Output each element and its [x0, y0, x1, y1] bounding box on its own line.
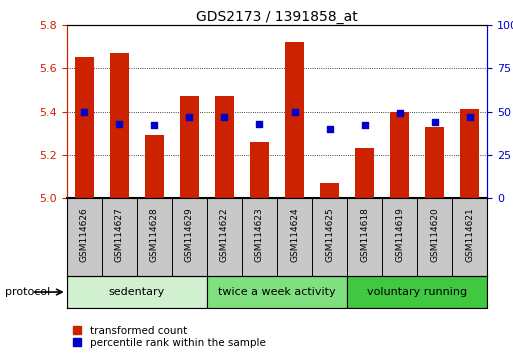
Bar: [250, 142, 269, 198]
Point: [430, 119, 439, 125]
Text: GSM114623: GSM114623: [255, 207, 264, 262]
Bar: [74, 57, 94, 198]
Bar: [215, 96, 234, 198]
Point: [361, 122, 369, 128]
Bar: [390, 112, 409, 198]
Point: [185, 114, 193, 120]
Bar: [355, 148, 374, 198]
Bar: [347, 276, 487, 308]
Bar: [145, 135, 164, 198]
Point: [220, 114, 228, 120]
Point: [466, 114, 474, 120]
Text: GSM114622: GSM114622: [220, 207, 229, 262]
Text: GSM114618: GSM114618: [360, 207, 369, 262]
Legend: transformed count, percentile rank within the sample: transformed count, percentile rank withi…: [72, 325, 267, 349]
Text: GSM114619: GSM114619: [395, 207, 404, 262]
Bar: [320, 183, 339, 198]
Bar: [110, 53, 129, 198]
Bar: [67, 276, 207, 308]
Bar: [207, 276, 347, 308]
Text: GSM114628: GSM114628: [150, 207, 159, 262]
Point: [396, 110, 404, 116]
Text: GSM114625: GSM114625: [325, 207, 334, 262]
Title: GDS2173 / 1391858_at: GDS2173 / 1391858_at: [196, 10, 358, 24]
Point: [325, 126, 333, 132]
Text: protocol: protocol: [5, 287, 50, 297]
Point: [150, 122, 159, 128]
Point: [290, 109, 299, 114]
Text: GSM114621: GSM114621: [465, 207, 475, 262]
Text: GSM114626: GSM114626: [80, 207, 89, 262]
Text: GSM114624: GSM114624: [290, 207, 299, 262]
Point: [115, 121, 123, 126]
Bar: [425, 127, 444, 198]
Bar: [460, 109, 480, 198]
Text: GSM114627: GSM114627: [115, 207, 124, 262]
Bar: [285, 42, 304, 198]
Text: voluntary running: voluntary running: [367, 287, 467, 297]
Point: [80, 109, 88, 114]
Text: GSM114620: GSM114620: [430, 207, 439, 262]
Text: GSM114629: GSM114629: [185, 207, 194, 262]
Text: sedentary: sedentary: [109, 287, 165, 297]
Bar: [180, 96, 199, 198]
Text: twice a week activity: twice a week activity: [218, 287, 336, 297]
Point: [255, 121, 264, 126]
